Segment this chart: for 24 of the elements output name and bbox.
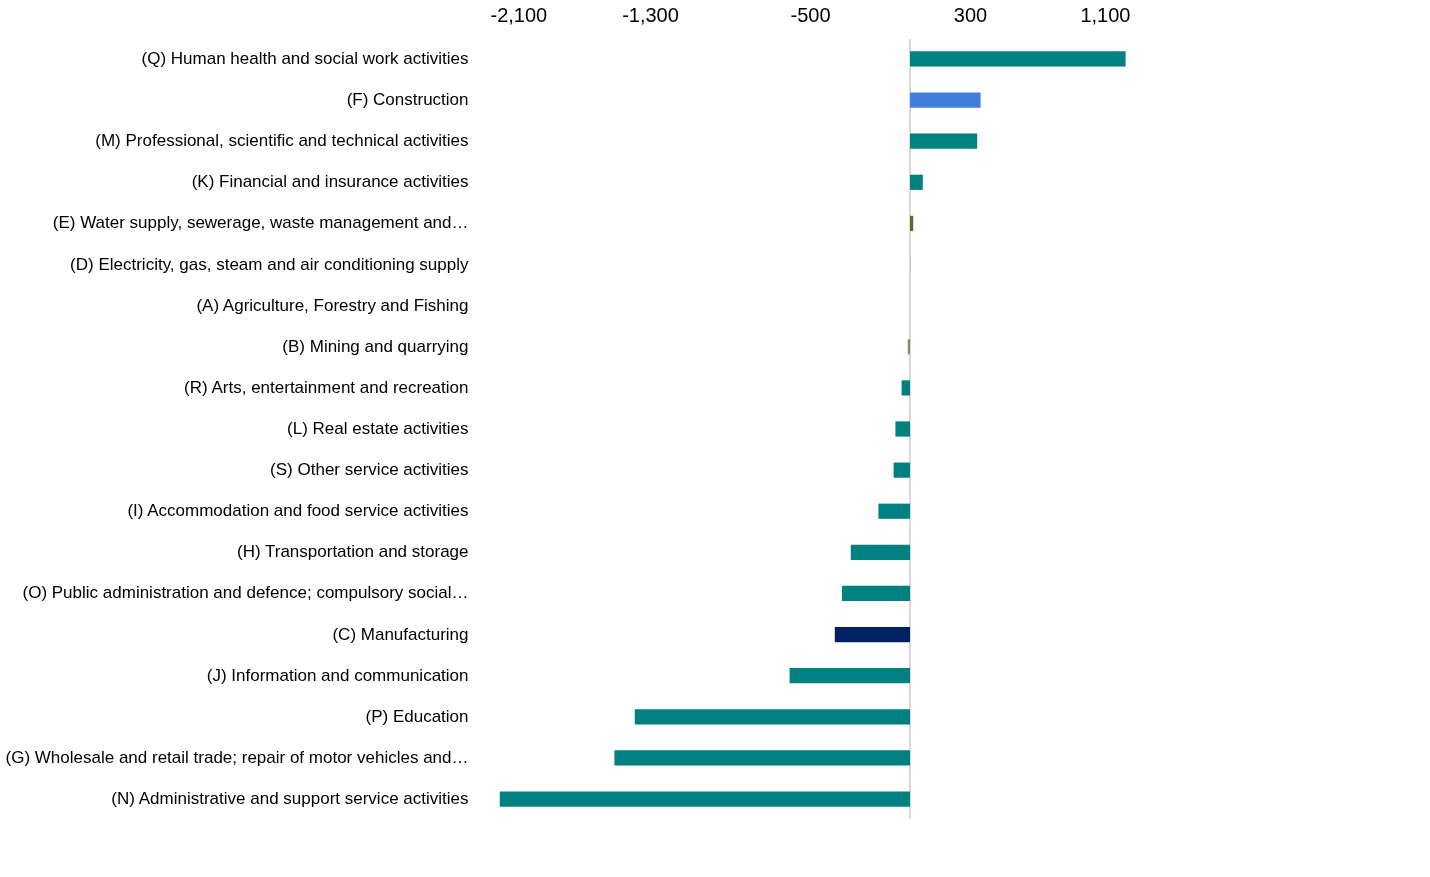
y-tick-label: (B) Mining and quarrying: [282, 336, 469, 356]
y-tick-label: (I) Accommodation and food service activities: [127, 501, 469, 521]
y-tick-label: (K) Financial and insurance activities: [191, 172, 469, 192]
y-tick-label: (G) Wholesale and retail trade; repair of motor vehicles and…: [5, 747, 469, 767]
y-tick-label: (O) Public administration and defence; compulsory social…: [22, 583, 469, 603]
y-tick-label: (H) Transportation and storage: [236, 542, 469, 562]
y-tick-label: (S) Other service activities: [270, 460, 469, 480]
x-tick-label: 1,100: [1080, 3, 1131, 26]
x-tick-label: 300: [953, 3, 988, 26]
y-tick-label: (E) Water supply, sewerage, waste management and…: [52, 213, 469, 233]
y-tick-label: (C) Manufacturing: [332, 624, 469, 644]
y-tick-label: (L) Real estate activities: [287, 419, 469, 438]
y-tick-label: (A) Agriculture, Forestry and Fishing: [196, 295, 469, 315]
y-tick-label: (F) Construction: [346, 90, 469, 110]
x-tick-label: -1,300: [622, 3, 679, 26]
y-tick-label: (J) Information and communication: [206, 665, 469, 685]
y-tick-label: (R) Arts, entertainment and recreation: [184, 377, 469, 397]
y-tick-label: (N) Administrative and support service activities: [111, 789, 469, 809]
y-tick-label: (D) Electricity, gas, steam and air conditioning supply: [70, 254, 469, 274]
x-tick-label: -2,100: [490, 3, 548, 26]
y-tick-label: (M) Professional, scientific and technical activities: [95, 131, 469, 151]
y-tick-label: (Q) Human health and social work activities: [141, 48, 469, 68]
y-tick-label: (P) Education: [365, 706, 469, 726]
x-tick-label: -500: [790, 3, 831, 26]
